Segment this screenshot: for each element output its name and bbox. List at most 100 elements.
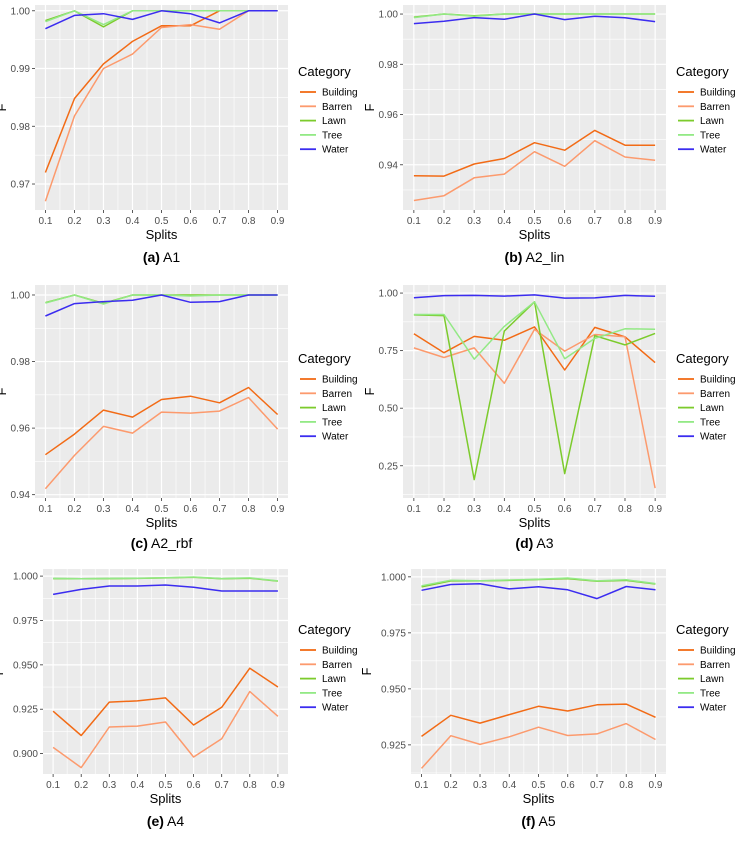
- x-tick-label: 0.4: [502, 780, 516, 791]
- legend-label-tree: Tree: [322, 417, 343, 428]
- x-tick-label: 0.1: [415, 780, 429, 791]
- series-group: [52, 576, 279, 769]
- caption-text: A3: [533, 535, 553, 551]
- legend: Category Building Barren Lawn Tree Water: [298, 64, 358, 156]
- x-tick-label: 0.7: [215, 780, 229, 791]
- legend-label-lawn: Lawn: [700, 116, 724, 127]
- y-tick-label: 0.94: [379, 160, 399, 171]
- caption-text: A2_lin: [522, 249, 564, 265]
- legend-label-building: Building: [700, 646, 736, 657]
- x-tick-label: 0.3: [97, 216, 111, 227]
- x-axis-label: Splits: [519, 227, 551, 242]
- series-group: [413, 294, 656, 489]
- chart-2: 0.94 0.96 0.98 1.00 0.1 0.2 0.3 0.4 0.5 0.6 0.7 0.8…: [362, 5, 736, 265]
- caption-letter: (a): [143, 249, 160, 265]
- y-tick-label: 0.975: [13, 616, 38, 627]
- caption-text: A4: [164, 813, 184, 829]
- legend-label-lawn: Lawn: [322, 674, 346, 685]
- legend-title: Category: [298, 622, 351, 637]
- y-tick-label: 1.000: [13, 572, 38, 583]
- series-group: [420, 577, 656, 769]
- y-tick-label: 0.975: [381, 628, 406, 639]
- legend-label-building: Building: [322, 375, 358, 386]
- legend-label-water: Water: [700, 145, 727, 156]
- series-line-water: [45, 294, 278, 317]
- series-line-building: [421, 703, 656, 738]
- legend-label-tree: Tree: [700, 130, 721, 141]
- series-line-building: [413, 326, 656, 371]
- legend: Category Building Barren Lawn Tree Water: [676, 351, 736, 443]
- series-line-tree: [421, 577, 656, 587]
- x-tick-label: 0.8: [618, 216, 632, 227]
- y-tick-label: 0.900: [13, 749, 38, 760]
- y-tick-label: 0.950: [381, 684, 406, 695]
- y-tick-label: 0.950: [13, 660, 38, 671]
- series-line-water: [52, 584, 278, 596]
- chart-3: 0.94 0.96 0.98 1.00 0.1 0.2 0.3 0.4 0.5 0.6 0.7 0.8…: [0, 285, 358, 551]
- x-tick-label: 0.7: [213, 216, 227, 227]
- series-line-water: [413, 294, 656, 299]
- x-axis-label: Splits: [146, 515, 178, 530]
- legend-title: Category: [676, 351, 729, 366]
- x-tick-label: 0.8: [243, 780, 257, 791]
- y-tick-label: 0.925: [381, 740, 406, 751]
- x-tick-label: 0.8: [242, 504, 256, 515]
- series-line-building: [413, 129, 656, 177]
- x-tick-label: 0.9: [271, 780, 285, 791]
- series-group: [413, 13, 656, 202]
- legend: Category Building Barren Lawn Tree Water: [676, 64, 736, 156]
- y-axis-label: F: [0, 667, 6, 675]
- x-axis-label: Splits: [150, 791, 182, 806]
- y-tick-label: 0.98: [379, 60, 399, 71]
- x-tick-label: 0.7: [588, 504, 602, 515]
- legend-label-tree: Tree: [322, 688, 343, 699]
- chart-1: 0.97 0.98 0.99 1.00 0.1 0.2 0.3 0.4 0.5 0.6 0.7 0.8…: [0, 5, 358, 265]
- y-tick-label: 0.98: [11, 122, 31, 133]
- legend-label-building: Building: [700, 88, 736, 99]
- legend-label-water: Water: [700, 432, 727, 443]
- series-line-building: [44, 386, 279, 456]
- x-tick-label: 0.4: [126, 504, 140, 515]
- y-tick-label: 0.925: [13, 705, 38, 716]
- x-tick-label: 0.5: [528, 504, 542, 515]
- y-axis-label: F: [0, 387, 9, 395]
- x-tick-label: 0.9: [271, 504, 285, 515]
- x-tick-label: 0.7: [213, 504, 227, 515]
- series-line-barren: [413, 328, 656, 489]
- caption-text: A2_rbf: [148, 535, 192, 551]
- x-tick-label: 0.8: [242, 216, 256, 227]
- x-tick-label: 0.1: [38, 216, 52, 227]
- caption-text: A5: [535, 813, 555, 829]
- legend-title: Category: [676, 64, 729, 79]
- legend-label-building: Building: [322, 646, 358, 657]
- x-tick-label: 0.6: [187, 780, 201, 791]
- x-tick-label: 0.3: [102, 780, 116, 791]
- x-tick-label: 0.7: [590, 780, 604, 791]
- x-tick-label: 0.3: [97, 504, 111, 515]
- caption-letter: (c): [131, 535, 148, 551]
- series-line-tree: [413, 301, 656, 360]
- y-tick-label: 0.96: [11, 424, 31, 435]
- x-tick-label: 0.2: [444, 780, 458, 791]
- x-tick-label: 0.1: [46, 780, 60, 791]
- x-tick-label: 0.2: [68, 504, 82, 515]
- legend-label-lawn: Lawn: [700, 674, 724, 685]
- caption-letter: (e): [147, 813, 164, 829]
- y-tick-label: 0.75: [379, 346, 399, 357]
- x-tick-label: 0.1: [407, 504, 421, 515]
- x-tick-label: 0.2: [437, 504, 451, 515]
- series-line-barren: [44, 396, 279, 490]
- legend-label-tree: Tree: [700, 688, 721, 699]
- x-tick-label: 0.4: [130, 780, 144, 791]
- legend-label-tree: Tree: [700, 417, 721, 428]
- series-line-barren: [44, 10, 278, 202]
- x-tick-label: 0.4: [497, 504, 511, 515]
- y-tick-label: 0.25: [379, 461, 399, 472]
- chart-5: 0.900 0.925 0.950 0.975 1.000 0.1 0.2 0.3 0.4 0.5…: [0, 569, 358, 829]
- x-tick-label: 0.8: [618, 504, 632, 515]
- x-tick-label: 0.1: [407, 216, 421, 227]
- legend-label-lawn: Lawn: [322, 403, 346, 414]
- chart-6: 0.925 0.950 0.975 1.000 0.1 0.2 0.3 0.4 0.5 0.6 0.…: [359, 569, 736, 829]
- legend-label-water: Water: [700, 703, 727, 714]
